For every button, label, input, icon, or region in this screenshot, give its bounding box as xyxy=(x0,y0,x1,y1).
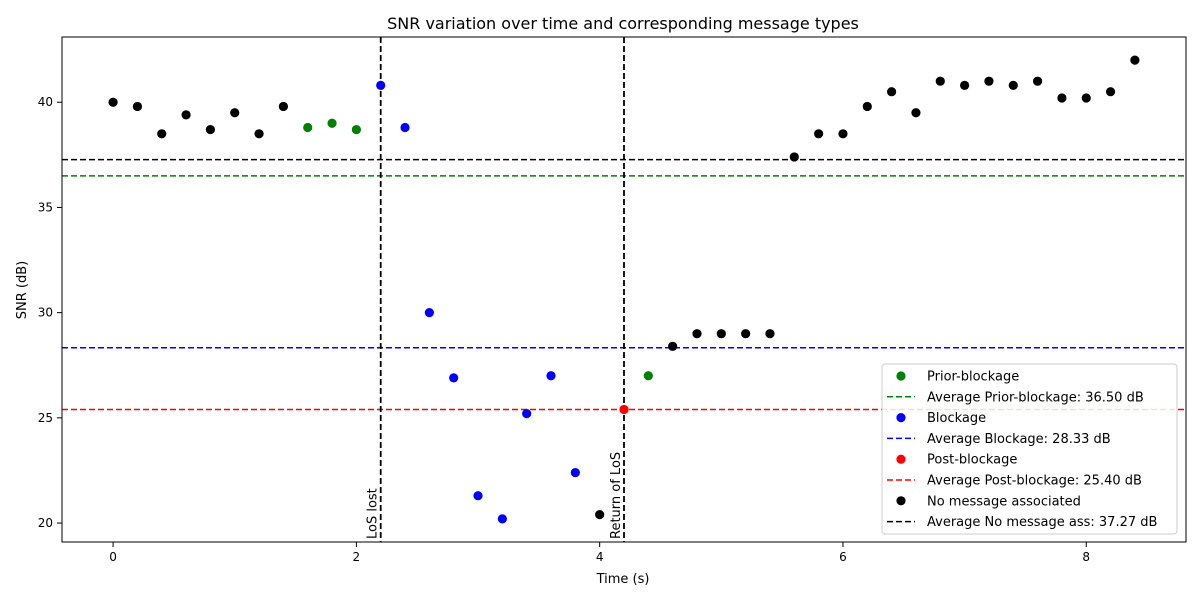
y-tick-label-3: 35 xyxy=(38,200,53,214)
legend-average-label-blockage: Average Blockage: 28.33 dB xyxy=(927,432,1111,447)
axes-frame xyxy=(61,36,1187,543)
legend-label-blockage: Blockage xyxy=(927,411,986,426)
y-tick-label-0: 20 xyxy=(38,516,53,530)
point-no-message-associated-2 xyxy=(157,129,167,139)
point-no-message-associated-28 xyxy=(1130,55,1140,65)
point-blockage-3 xyxy=(449,373,459,383)
x-tick-label-0: 0 xyxy=(109,550,117,564)
point-prior-blockage-3 xyxy=(643,371,653,381)
point-no-message-associated-15 xyxy=(814,129,824,139)
legend: Prior-blockage Average Prior-blockage: 36… xyxy=(881,363,1178,535)
chart-title: SNR variation over time and correspondin… xyxy=(387,14,859,33)
legend-marker-no-message-associated xyxy=(896,496,906,506)
y-tick-label-4: 40 xyxy=(38,95,53,109)
point-no-message-associated-6 xyxy=(254,129,264,139)
point-blockage-7 xyxy=(546,371,556,381)
event-label-1: Return of LoS xyxy=(609,452,624,539)
point-no-message-associated-26 xyxy=(1081,93,1091,103)
point-blockage-2 xyxy=(424,308,434,318)
point-blockage-4 xyxy=(473,491,483,501)
legend-label-prior-blockage: Prior-blockage xyxy=(927,370,1019,385)
x-tick-label-4: 8 xyxy=(1082,550,1090,564)
legend-marker-post-blockage xyxy=(896,454,906,464)
point-no-message-associated-4 xyxy=(205,124,216,135)
point-no-message-associated-14 xyxy=(789,152,799,162)
point-no-message-associated-20 xyxy=(935,76,945,86)
point-no-message-associated-12 xyxy=(741,329,751,339)
point-post-blockage-0 xyxy=(619,404,629,415)
legend-label-no-message-associated: No message associated xyxy=(927,494,1081,509)
point-no-message-associated-23 xyxy=(1008,80,1018,90)
point-no-message-associated-22 xyxy=(984,76,994,86)
point-no-message-associated-7 xyxy=(278,101,288,112)
point-no-message-associated-8 xyxy=(595,510,605,520)
point-no-message-associated-9 xyxy=(668,341,678,351)
plot-area: LoS lost Return of LoS 0 2 4 6 8 20 25 30 35 40 xyxy=(38,36,1187,564)
point-blockage-1 xyxy=(400,122,410,133)
point-no-message-associated-0 xyxy=(108,97,118,107)
x-axis-label: Time (s) xyxy=(596,572,650,587)
point-no-message-associated-1 xyxy=(132,101,143,112)
point-prior-blockage-2 xyxy=(351,124,361,135)
point-no-message-associated-19 xyxy=(911,108,921,118)
y-tick-label-2: 30 xyxy=(38,306,53,320)
x-tick-label-3: 6 xyxy=(839,550,847,564)
point-blockage-6 xyxy=(522,409,532,419)
point-no-message-associated-27 xyxy=(1105,87,1116,97)
x-tick-label-2: 4 xyxy=(596,550,604,564)
point-blockage-8 xyxy=(570,467,580,478)
point-no-message-associated-21 xyxy=(960,80,970,90)
point-no-message-associated-24 xyxy=(1032,76,1043,86)
point-no-message-associated-11 xyxy=(716,329,726,339)
legend-marker-blockage xyxy=(896,413,906,423)
point-no-message-associated-5 xyxy=(230,108,240,118)
x-tick-label-1: 2 xyxy=(353,550,361,564)
legend-average-label-post-blockage: Average Post-blockage: 25.40 dB xyxy=(927,474,1142,489)
legend-average-label-no-message-associated: Average No message ass: 37.27 dB xyxy=(927,515,1157,530)
point-prior-blockage-0 xyxy=(303,122,313,133)
legend-average-label-prior-blockage: Average Prior-blockage: 36.50 dB xyxy=(927,390,1144,405)
point-no-message-associated-18 xyxy=(887,87,897,97)
point-no-message-associated-16 xyxy=(838,129,848,139)
point-no-message-associated-17 xyxy=(862,101,872,112)
point-blockage-5 xyxy=(497,514,507,524)
point-no-message-associated-3 xyxy=(181,110,191,120)
legend-marker-prior-blockage xyxy=(896,371,906,381)
point-blockage-0 xyxy=(376,80,386,90)
y-axis-label: SNR (dB) xyxy=(15,261,30,319)
point-prior-blockage-1 xyxy=(327,118,337,128)
legend-label-post-blockage: Post-blockage xyxy=(927,453,1017,468)
point-no-message-associated-25 xyxy=(1057,93,1067,103)
point-no-message-associated-13 xyxy=(765,329,775,339)
y-tick-label-1: 25 xyxy=(38,411,53,425)
point-no-message-associated-10 xyxy=(692,329,702,339)
legend-box xyxy=(881,363,1178,535)
event-label-0: LoS lost xyxy=(366,488,381,539)
